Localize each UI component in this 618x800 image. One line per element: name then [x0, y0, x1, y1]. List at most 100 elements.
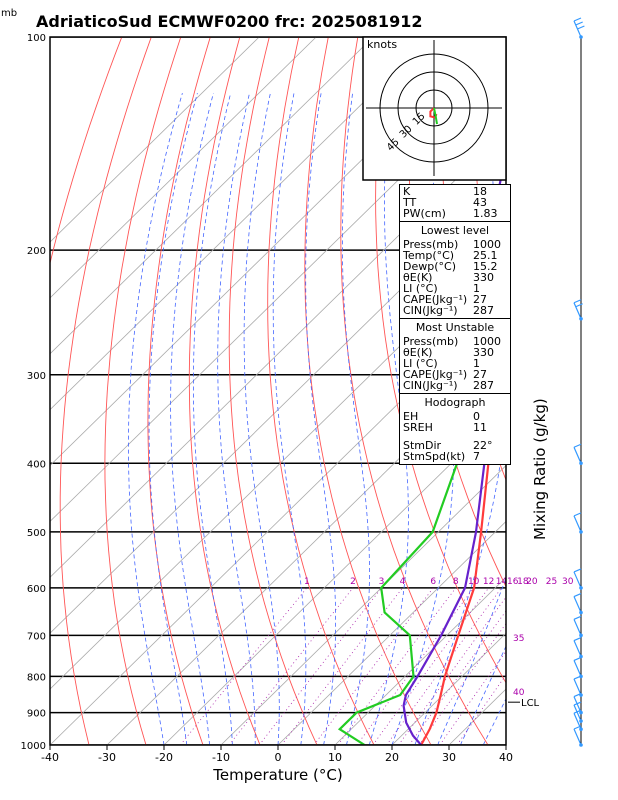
moist-adiabat — [243, 93, 280, 745]
mixing-ratio-label: 3 — [379, 577, 385, 587]
x-tick-label: 0 — [275, 751, 282, 764]
isotherm-line — [50, 241, 506, 690]
wind-barb-column — [573, 17, 585, 747]
wind-barb-shaft — [573, 704, 582, 722]
wind-barb-shaft — [573, 696, 582, 713]
wind-barb-shaft — [573, 571, 582, 589]
wind-barb-flag — [573, 512, 582, 517]
x-tick-label: 30 — [442, 751, 456, 764]
mixing-ratio-line — [180, 587, 308, 745]
mixing-ratio-label: 25 — [546, 577, 557, 587]
x-tick-label: -40 — [41, 751, 59, 764]
wind-barb-shaft — [573, 596, 582, 613]
isotherm-line — [163, 409, 506, 745]
wind-barb-shaft — [573, 302, 582, 319]
mixing-ratio-label: 8 — [453, 577, 459, 587]
row-label: Press(mb) — [403, 238, 459, 251]
row-label: Temp(°C) — [403, 249, 455, 262]
moist-adiabat — [368, 93, 409, 745]
isotherm-line — [563, 37, 618, 745]
mixing-ratio-label: 6 — [430, 577, 436, 587]
summary-indices: K 18 TT 43 PW(cm) 1.83 — [400, 185, 510, 221]
mixing-ratio-label: 16 — [507, 577, 519, 587]
row-label: SREH — [403, 421, 433, 434]
pressure-tick-label: 200 — [27, 246, 46, 257]
row-label: LI (°C) — [403, 282, 438, 295]
row-label: StmSpd(kt) — [403, 450, 466, 463]
k-index-label: K — [403, 185, 411, 198]
isotherm-label: 35 — [513, 634, 524, 644]
mixing-ratio-line — [356, 587, 475, 745]
mixing-ratio-line — [398, 596, 506, 745]
wind-barb-flag — [573, 443, 582, 448]
dry-adiabat — [59, 37, 152, 745]
mixing-ratio-label: 18 — [517, 577, 529, 587]
row-value: 22° — [473, 439, 493, 452]
dry-adiabat — [304, 37, 432, 745]
lcl-label: LCL — [521, 698, 540, 709]
mixing-ratio-label: 14 — [496, 577, 508, 587]
wind-barb-shaft — [573, 640, 582, 657]
dry-adiabat — [535, 37, 618, 745]
row-label: CAPE(Jkg⁻¹) — [403, 368, 468, 381]
moist-adiabat — [342, 93, 370, 745]
mixing-ratio-line — [456, 674, 506, 745]
wind-barb-shaft — [573, 728, 582, 746]
x-tick-label: -10 — [212, 751, 230, 764]
tt-index-value: 43 — [473, 196, 487, 209]
mixing-ratio-label: 2 — [350, 577, 356, 587]
row-value: 1 — [473, 282, 480, 295]
dry-adiabat — [594, 37, 618, 745]
wind-barb-shaft — [573, 712, 582, 730]
row-label: LI (°C) — [403, 357, 438, 370]
moist-adiabat — [272, 93, 307, 745]
hodograph-trace-low — [433, 107, 438, 125]
x-axis-title: Temperature (°C) — [212, 766, 342, 784]
moist-adiabat — [305, 93, 336, 745]
mixing-ratio-label: 12 — [483, 577, 494, 587]
lowest-level-block: Lowest level Press(mb) 1000 Temp(°C) 25.1 … — [400, 221, 510, 318]
dry-adiabat — [267, 37, 375, 745]
row-value: 330 — [473, 346, 494, 359]
wind-barb-flag — [573, 615, 582, 620]
pressure-tick-label: 800 — [27, 672, 46, 683]
isotherm-line — [220, 465, 506, 745]
mixing-ratio-line — [337, 587, 457, 745]
mixing-ratio-line — [418, 623, 506, 745]
wind-barb-flag — [573, 17, 582, 22]
pressure-tick-label: 500 — [27, 528, 46, 539]
dry-adiabat — [564, 37, 618, 745]
x-tick-label: 40 — [499, 751, 513, 764]
row-value: 27 — [473, 368, 487, 381]
chart-title: AdriaticoSud ECMWF0200 frc: 2025081912 — [36, 12, 422, 31]
row-label: CIN(Jkg⁻¹) — [403, 304, 458, 317]
x-tick-label: 10 — [328, 751, 342, 764]
wind-barb-shaft — [573, 678, 582, 696]
dry-adiabat — [340, 37, 489, 745]
row-value: 1 — [473, 357, 480, 370]
row-value: 15.2 — [473, 260, 498, 273]
hodograph-units: knots — [367, 38, 397, 51]
mixing-ratio-line — [281, 587, 403, 745]
x-tick-label: -30 — [98, 751, 116, 764]
dry-adiabat — [104, 37, 182, 745]
mixing-ratio-label: 10 — [468, 577, 480, 587]
wind-barb-flag — [573, 568, 582, 573]
wind-barb-flag — [577, 25, 585, 30]
mixing-ratio-title: Mixing Ratio (g/kg) — [531, 398, 549, 540]
isotherm-line — [50, 297, 506, 745]
dry-adiabat — [228, 37, 318, 745]
isotherm-line — [334, 576, 506, 745]
pressure-tick-label: 700 — [27, 631, 46, 642]
row-label: Press(mb) — [403, 335, 459, 348]
pressure-tick-label: 900 — [27, 709, 46, 720]
background-grid — [50, 37, 618, 745]
pressure-tick-label: 100 — [27, 33, 46, 44]
pressure-tick-label: 400 — [27, 459, 46, 470]
mixing-ratio-label: 30 — [562, 577, 574, 587]
stability-indices-panel: K 18 TT 43 PW(cm) 1.83 Lowest level Press(m… — [399, 184, 511, 465]
row-label: CAPE(Jkg⁻¹) — [403, 293, 468, 306]
row-value: 287 — [473, 379, 494, 392]
